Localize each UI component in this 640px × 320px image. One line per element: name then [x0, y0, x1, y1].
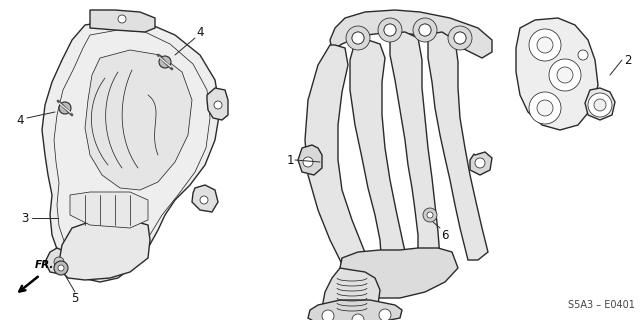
Text: S5A3 – E0401: S5A3 – E0401	[568, 300, 635, 310]
Text: 4: 4	[196, 26, 204, 38]
Polygon shape	[516, 18, 598, 130]
Polygon shape	[330, 10, 492, 58]
Polygon shape	[322, 268, 380, 318]
Polygon shape	[390, 32, 440, 265]
Circle shape	[352, 32, 364, 44]
Polygon shape	[308, 300, 402, 320]
Circle shape	[557, 67, 573, 83]
Polygon shape	[42, 20, 220, 282]
Polygon shape	[192, 185, 218, 212]
Circle shape	[54, 261, 68, 275]
Circle shape	[549, 59, 581, 91]
Circle shape	[423, 208, 437, 222]
Circle shape	[594, 99, 606, 111]
Circle shape	[384, 24, 396, 36]
Text: 4: 4	[16, 114, 24, 126]
Circle shape	[378, 18, 402, 42]
Polygon shape	[350, 40, 408, 272]
Circle shape	[214, 101, 222, 109]
Circle shape	[58, 265, 64, 271]
Circle shape	[200, 196, 208, 204]
Circle shape	[578, 50, 588, 60]
Polygon shape	[70, 192, 148, 228]
Polygon shape	[90, 10, 155, 32]
Polygon shape	[340, 248, 458, 298]
Polygon shape	[207, 88, 228, 120]
Circle shape	[322, 310, 334, 320]
Circle shape	[454, 32, 466, 44]
Circle shape	[384, 24, 396, 36]
Circle shape	[346, 26, 370, 50]
Circle shape	[588, 93, 612, 117]
Circle shape	[419, 24, 431, 36]
Polygon shape	[305, 45, 370, 280]
Circle shape	[448, 26, 472, 50]
Text: 5: 5	[71, 292, 79, 305]
Circle shape	[529, 92, 561, 124]
Circle shape	[454, 32, 466, 44]
Circle shape	[352, 314, 364, 320]
Circle shape	[419, 24, 431, 36]
Circle shape	[413, 18, 437, 42]
Text: 2: 2	[624, 53, 632, 67]
Text: 6: 6	[441, 228, 449, 242]
Circle shape	[54, 257, 64, 267]
Circle shape	[529, 29, 561, 61]
Circle shape	[303, 157, 313, 167]
Polygon shape	[45, 248, 72, 274]
Text: 3: 3	[21, 212, 29, 225]
Circle shape	[427, 212, 433, 218]
Polygon shape	[298, 145, 322, 175]
Circle shape	[118, 15, 126, 23]
Text: 1: 1	[286, 154, 294, 166]
Circle shape	[379, 309, 391, 320]
Polygon shape	[58, 220, 150, 280]
Circle shape	[475, 158, 485, 168]
Circle shape	[159, 56, 171, 68]
Polygon shape	[585, 88, 615, 120]
Polygon shape	[85, 50, 192, 190]
Polygon shape	[470, 152, 492, 175]
Polygon shape	[428, 32, 488, 260]
Circle shape	[537, 100, 553, 116]
Circle shape	[59, 102, 71, 114]
Text: FR.: FR.	[35, 260, 54, 270]
Circle shape	[352, 32, 364, 44]
Circle shape	[537, 37, 553, 53]
